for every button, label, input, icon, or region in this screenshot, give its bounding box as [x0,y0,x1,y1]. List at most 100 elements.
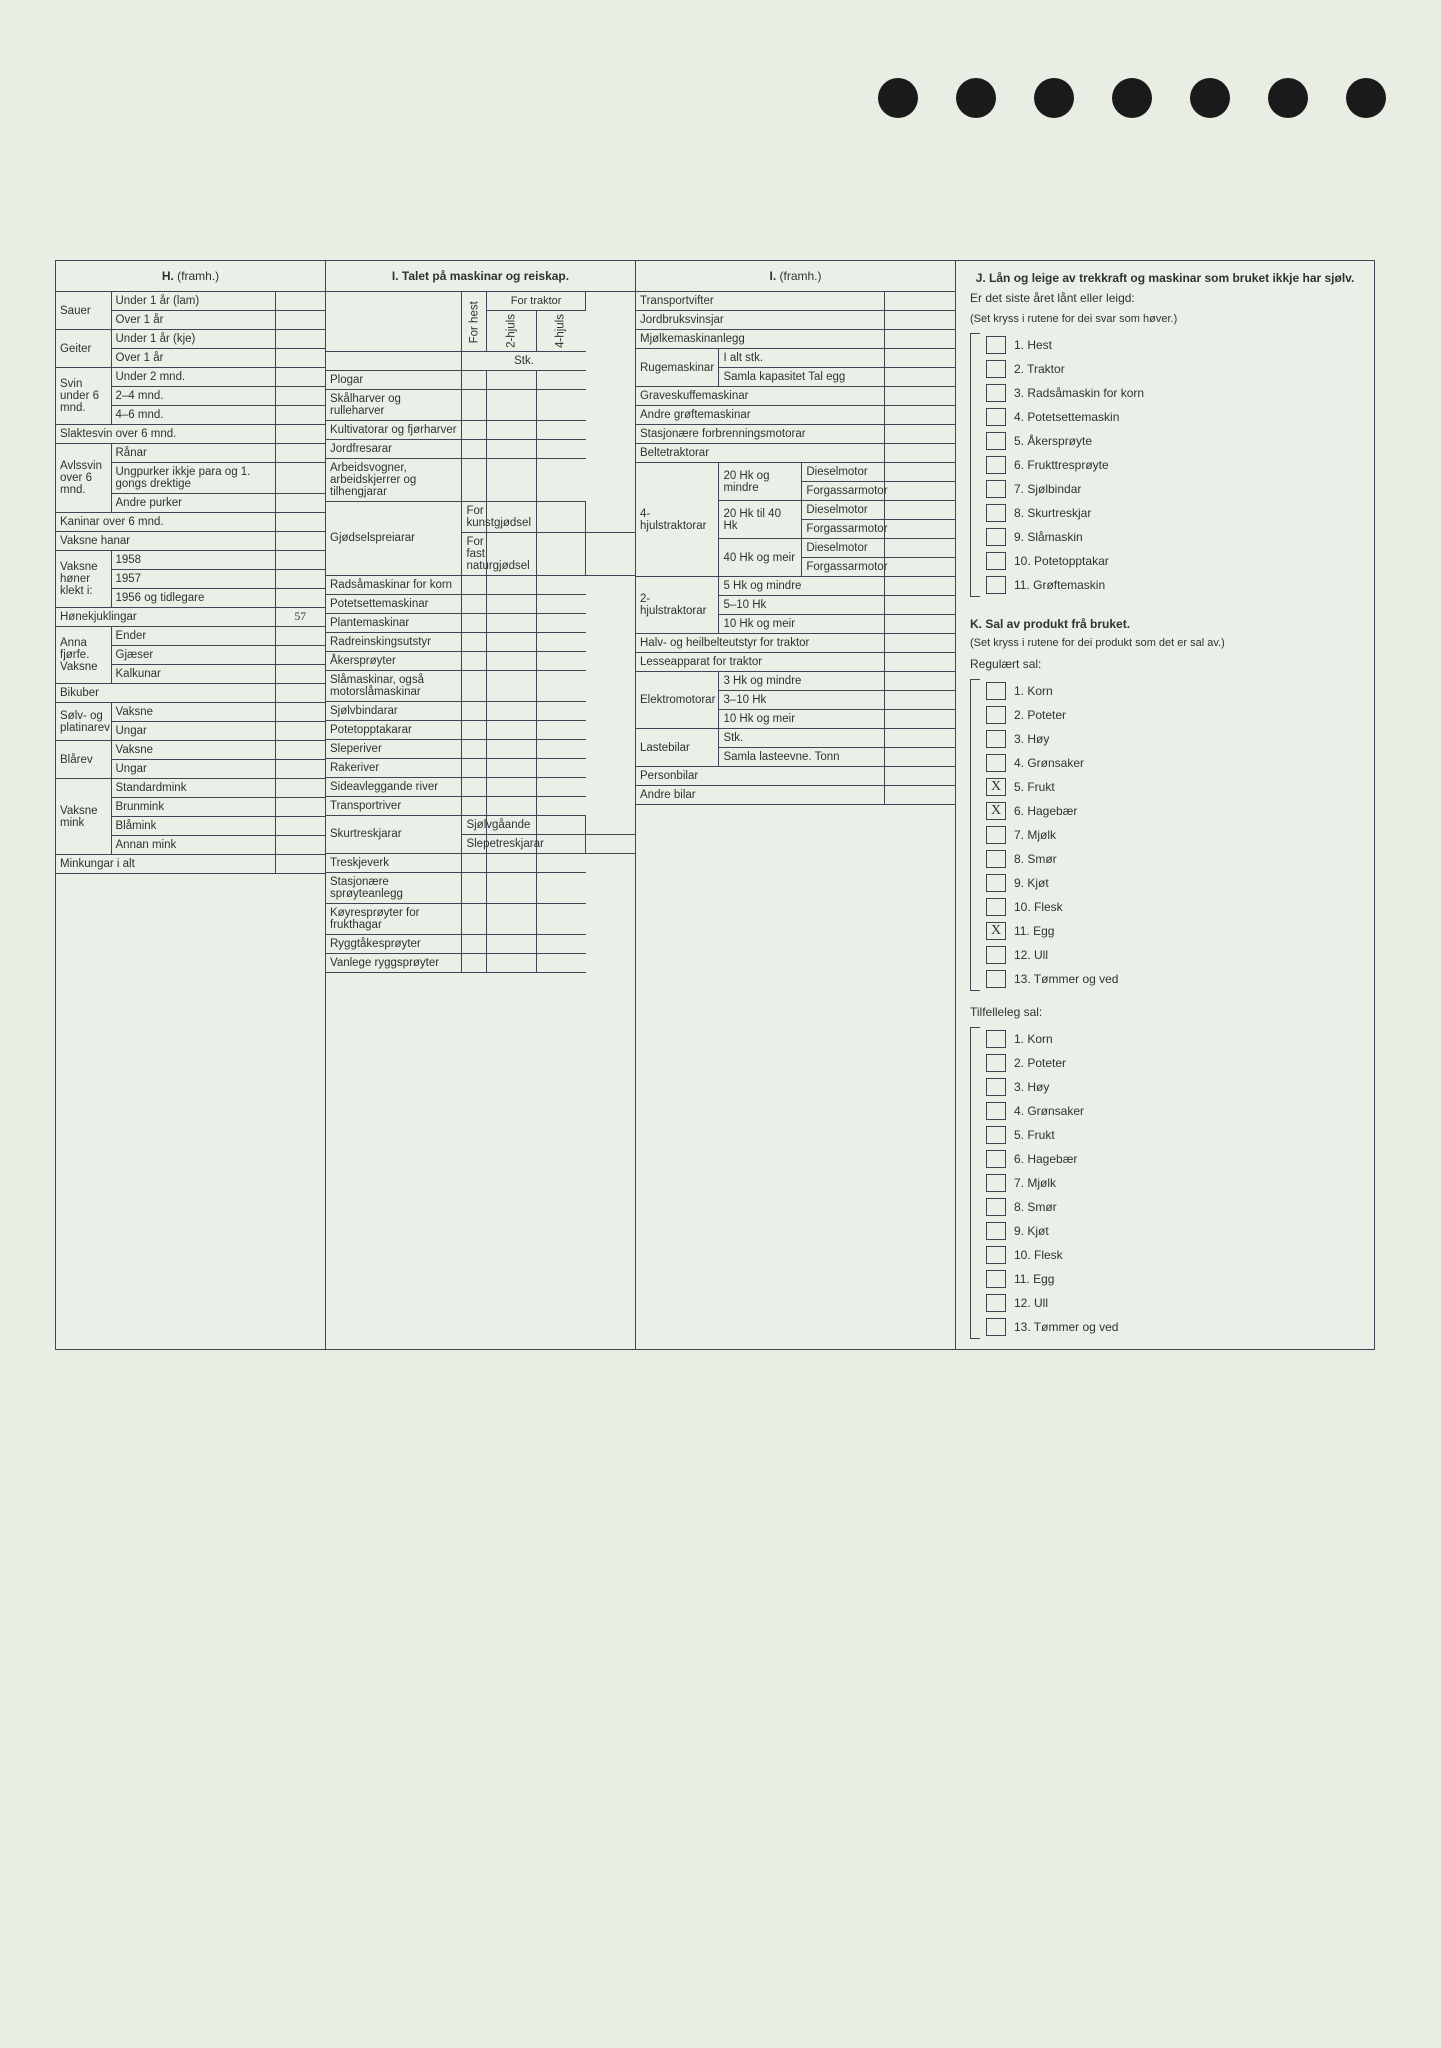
row-label: Vaksne [111,741,275,760]
row-label: Potetsettemaskinar [326,594,462,613]
value-cell [275,368,325,387]
checkbox[interactable] [986,898,1006,916]
value-cell [885,596,955,615]
table-row: Hønekjuklingar57 [56,608,325,627]
checkbox[interactable] [986,1318,1006,1336]
value-cell [487,853,536,872]
checklist-item: 13. Tømmer og ved [986,1315,1360,1339]
checkbox[interactable] [986,730,1006,748]
row-label: Graveskuffemaskinar [636,387,885,406]
checkbox[interactable] [986,456,1006,474]
checkbox[interactable] [986,850,1006,868]
checkbox[interactable] [986,1222,1006,1240]
row-label: Under 1 år (lam) [111,292,275,311]
checklist-item: X6. Hagebær [986,799,1360,823]
checklist-item: X5. Frukt [986,775,1360,799]
checkbox[interactable] [986,682,1006,700]
value-cell [462,651,487,670]
table-row: GeiterUnder 1 år (kje) [56,330,325,349]
checkbox[interactable] [986,706,1006,724]
checkbox[interactable] [986,432,1006,450]
row-label: Gjæser [111,646,275,665]
value-cell [487,872,536,903]
checkbox[interactable] [986,1102,1006,1120]
checklist-item: 3. Høy [986,1075,1360,1099]
checklist-item: 6. Frukttresprøyte [986,453,1360,477]
checkbox[interactable] [986,1078,1006,1096]
group-label: Skurtreskjarar [326,815,462,853]
row-label: Ungar [111,722,275,741]
checkbox[interactable] [986,946,1006,964]
value-cell [536,420,585,439]
value-cell [487,758,536,777]
value-cell [275,855,325,874]
table-row: Beltetraktorar [636,444,955,463]
checkbox[interactable] [986,504,1006,522]
value-cell [462,777,487,796]
checklist-label: 9. Slåmaskin [1014,530,1083,544]
section-i2: I. (framh.) TransportvifterJordbruksvins… [636,261,956,1349]
group-label: Blårev [56,741,111,779]
checkbox[interactable]: X [986,922,1006,940]
table-row: 4-hjulstraktorar20 Hk og mindreDieselmot… [636,463,955,482]
row-label: Beltetraktorar [636,444,885,463]
table-row: SkurtreskjararSjølvgåande [326,815,635,834]
row-label: Halv- og heilbelteutstyr for traktor [636,634,885,653]
group-label: Elektromotorar [636,672,719,729]
checkbox[interactable] [986,1294,1006,1312]
checkbox[interactable] [986,1270,1006,1288]
value-cell [462,739,487,758]
value-cell [487,651,536,670]
checklist-label: 7. Mjølk [1014,1176,1056,1190]
section-h-header: H. (framh.) [56,261,325,292]
checklist-label: 8. Skurtreskjar [1014,506,1091,520]
checkbox[interactable] [986,480,1006,498]
value-cell [536,670,585,701]
col-header: 4-hjuls [536,311,585,352]
row-label: Slepetreskjarar [462,834,487,853]
value-cell [275,311,325,330]
checklist-item: 3. Høy [986,727,1360,751]
row-label: Vaksne [111,703,275,722]
table-row: LastebilarStk. [636,729,955,748]
checkbox[interactable] [986,408,1006,426]
checklist-label: 13. Tømmer og ved [1014,972,1118,986]
table-row: Vaksne hanar [56,532,325,551]
table-row: Avlssvin over 6 mnd.Rånar [56,444,325,463]
checkbox[interactable] [986,1150,1006,1168]
checkbox[interactable] [986,336,1006,354]
checkbox[interactable] [986,360,1006,378]
row-label: Personbilar [636,767,885,786]
checklist-item: X11. Egg [986,919,1360,943]
value-cell [885,672,955,691]
table-row: Kaninar over 6 mnd. [56,513,325,532]
checkbox[interactable] [986,1198,1006,1216]
checklist-item: 7. Mjølk [986,823,1360,847]
checkbox[interactable]: X [986,802,1006,820]
checkbox[interactable] [986,826,1006,844]
table-row: Personbilar [636,767,955,786]
checkbox[interactable] [986,874,1006,892]
value-cell [885,501,955,520]
checklist-item: 9. Kjøt [986,1219,1360,1243]
checkbox[interactable] [986,576,1006,594]
checkbox[interactable] [986,1126,1006,1144]
checklist-item: 12. Ull [986,943,1360,967]
k-reg-title: Regulært sal: [970,657,1360,671]
checkbox[interactable] [986,384,1006,402]
hole-icon [1034,78,1074,118]
checkbox[interactable] [986,1246,1006,1264]
checkbox[interactable] [986,1054,1006,1072]
checklist-item: 1. Hest [986,333,1360,357]
checklist-item: 4. Grønsaker [986,751,1360,775]
checkbox[interactable] [986,970,1006,988]
checkbox[interactable] [986,1030,1006,1048]
value-cell [275,349,325,368]
value-cell [275,292,325,311]
checkbox[interactable] [986,754,1006,772]
checkbox[interactable] [986,528,1006,546]
checkbox[interactable] [986,552,1006,570]
checkbox[interactable]: X [986,778,1006,796]
value-cell [536,594,585,613]
checkbox[interactable] [986,1174,1006,1192]
